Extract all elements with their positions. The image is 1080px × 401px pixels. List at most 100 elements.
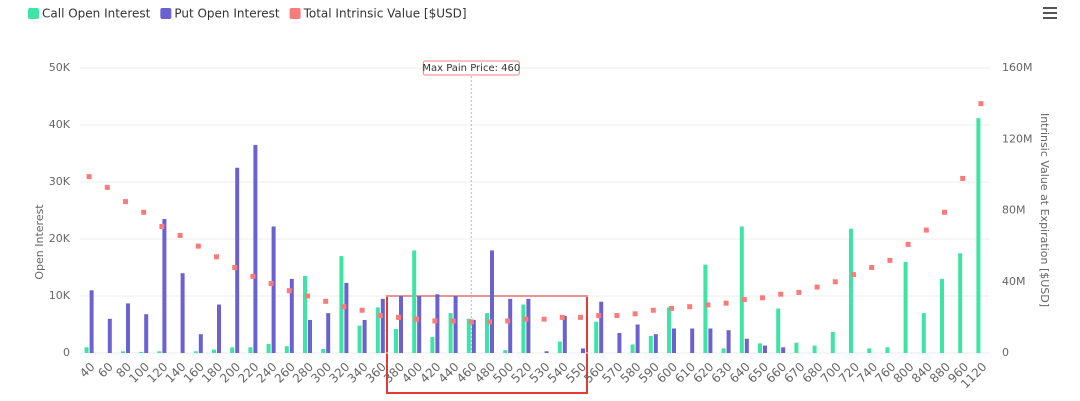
bar — [212, 349, 216, 353]
bar — [744, 338, 749, 353]
menu-line — [1043, 7, 1057, 9]
bar — [198, 334, 203, 353]
bar — [921, 313, 926, 353]
bar — [380, 298, 385, 353]
point — [359, 307, 365, 313]
menu-line — [1043, 17, 1057, 19]
point — [669, 305, 674, 311]
legend-label: Total Intrinsic Value [$USD] — [303, 7, 467, 21]
bar — [375, 307, 380, 353]
bar — [107, 318, 112, 353]
point — [923, 227, 929, 233]
point — [960, 175, 966, 181]
bar — [466, 318, 471, 353]
point — [159, 224, 165, 230]
bar — [344, 282, 349, 353]
point — [523, 316, 529, 322]
legend-item[interactable]: Call Open Interest — [28, 7, 151, 21]
y-tick-label: 30K — [49, 175, 71, 188]
bar — [653, 334, 658, 353]
y2-axis-title: Intrinsic Value at Expiration [$USD] — [1038, 113, 1051, 307]
bar — [708, 328, 713, 353]
point — [614, 313, 620, 319]
y2-tick-label: 40M — [1002, 275, 1026, 288]
legend-item[interactable]: Total Intrinsic Value [$USD] — [289, 7, 467, 21]
point — [905, 241, 911, 247]
y2-tick-label: 80M — [1002, 204, 1026, 217]
bar — [362, 319, 367, 353]
y2-tick-label: 120M — [1002, 132, 1033, 145]
bar — [763, 345, 767, 353]
point — [632, 311, 638, 317]
point — [778, 291, 784, 297]
bar — [508, 298, 513, 353]
bar — [562, 315, 567, 353]
bar — [726, 330, 731, 353]
point — [814, 284, 820, 290]
point — [559, 314, 565, 320]
point — [541, 316, 547, 322]
point — [687, 304, 693, 310]
bar — [485, 313, 489, 353]
legend-swatch — [28, 8, 39, 19]
bar — [435, 294, 440, 353]
bar — [617, 333, 622, 353]
bar — [849, 228, 853, 353]
bar — [412, 250, 417, 353]
legend-label: Call Open Interest — [42, 7, 151, 21]
point — [741, 297, 747, 303]
bar — [940, 278, 944, 353]
point — [268, 281, 274, 287]
point — [195, 243, 201, 249]
bar — [703, 264, 708, 353]
bar — [471, 319, 476, 353]
bar — [144, 314, 149, 353]
bar — [121, 351, 125, 353]
bar — [776, 308, 781, 353]
bar — [503, 350, 508, 353]
bar — [193, 351, 198, 353]
point — [323, 298, 329, 304]
bar — [217, 304, 221, 353]
legend-label: Put Open Interest — [174, 7, 280, 21]
menu-button[interactable] — [1043, 7, 1057, 19]
point — [104, 184, 110, 190]
bar — [521, 304, 526, 353]
bar — [490, 250, 494, 353]
point — [377, 313, 383, 319]
bar — [672, 328, 676, 353]
point — [414, 316, 420, 322]
point — [942, 209, 947, 215]
bar — [266, 343, 271, 353]
bar — [235, 167, 240, 353]
point — [505, 318, 511, 324]
legend-item[interactable]: Put Open Interest — [160, 7, 280, 21]
point — [596, 313, 602, 319]
point — [250, 273, 256, 279]
bar — [667, 307, 671, 353]
point — [468, 319, 474, 325]
bar — [721, 348, 726, 353]
point — [650, 307, 656, 313]
y-tick-label: 50K — [49, 61, 71, 74]
legend-swatch — [160, 8, 172, 19]
y-tick-label: 20K — [49, 232, 71, 245]
point — [832, 279, 838, 285]
menu-line — [1043, 12, 1057, 14]
bar — [758, 343, 762, 353]
bar — [630, 344, 635, 353]
bar — [139, 351, 144, 353]
bar — [89, 290, 94, 353]
bar — [157, 351, 162, 353]
point — [123, 199, 128, 205]
point — [723, 300, 729, 306]
bar — [958, 253, 963, 353]
point — [978, 101, 984, 107]
bar — [867, 348, 872, 353]
y2-tick-label: 0 — [1002, 346, 1009, 359]
point — [141, 209, 147, 215]
y-tick-label: 10K — [49, 289, 71, 302]
point — [578, 314, 583, 320]
bar — [885, 347, 890, 353]
